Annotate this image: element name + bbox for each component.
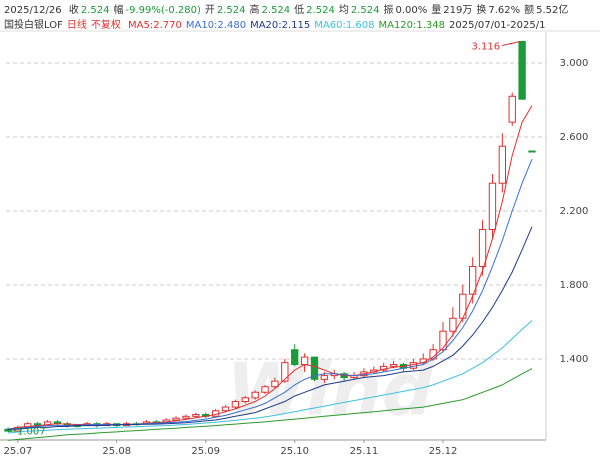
candle-body [251, 391, 259, 399]
quote-field: 振 0.00% [383, 5, 427, 16]
field-label: 额 [524, 5, 535, 16]
field-label: 量 [431, 5, 442, 16]
candle-body [241, 397, 249, 403]
field-label: 收 [68, 5, 79, 16]
x-tick-label: 25.10 [280, 446, 309, 457]
legend-entry: MA60:1.608 [314, 20, 375, 31]
watermark: Wind [227, 348, 435, 432]
quote-field: 收 2.524 [69, 5, 110, 16]
field-value: 2.524 [80, 5, 110, 16]
candle-body [439, 330, 447, 351]
min-pointer [7, 430, 17, 433]
candle-body [518, 40, 526, 100]
field-value: 2.524 [216, 5, 246, 16]
field-value: 2.524 [306, 5, 335, 16]
y-tick-label: 1.800 [560, 280, 589, 291]
field-value: 0.00% [395, 5, 428, 16]
field-label: 开 [204, 5, 215, 16]
field-value: 2.524 [350, 5, 380, 16]
legend-entry: MA120:1.348 [378, 20, 446, 31]
quote-field: 额 5.52亿 [524, 5, 568, 16]
ma-line [7, 368, 533, 441]
ma-line [7, 159, 533, 430]
legend-entry: MA5:2.770 [128, 20, 182, 31]
min-label: 1.007 [17, 427, 46, 438]
quote-field: 高 2.524 [250, 5, 291, 16]
x-tick-label: 25.08 [102, 446, 131, 457]
candle-body [300, 356, 309, 366]
candle-body [182, 415, 190, 419]
field-label: 换 [476, 5, 487, 16]
field-label: 均 [338, 5, 349, 16]
candle-body [231, 401, 240, 408]
x-tick-label: 25.09 [191, 446, 220, 457]
adjust: 不复权 [90, 20, 121, 31]
field-value: 2.524 [261, 5, 291, 16]
ma-line [7, 320, 533, 434]
candle-body [488, 182, 497, 230]
candle-body [192, 413, 200, 417]
x-tick-label: 25.07 [4, 446, 33, 457]
date: 2025/12/26 [4, 5, 62, 16]
quote-field: 均 2.524 [339, 5, 380, 16]
chart-legend: 国投白银LOF 日线 不复权 MA5:2.770 MA10:2.480 MA20:2.1… [4, 16, 549, 31]
candle-body [221, 406, 230, 412]
candle-body [320, 375, 329, 380]
candle-body [389, 364, 398, 367]
candle-body [409, 362, 418, 369]
candle-body [172, 417, 180, 421]
candle-body [291, 349, 299, 366]
period: 日线 [66, 20, 87, 31]
y-tick-label: 1.400 [560, 354, 589, 365]
candle-body [508, 95, 516, 123]
y-tick-label: 3.000 [560, 58, 589, 69]
candle-body [449, 317, 457, 332]
candle-body [498, 145, 507, 184]
quote-field: 换 7.62% [476, 5, 520, 16]
max-pointer [502, 41, 521, 46]
candle-body [459, 293, 467, 319]
candle-body [469, 265, 477, 295]
candle-body [281, 362, 289, 382]
max-label: 3.116 [471, 41, 500, 52]
field-label: 高 [249, 5, 260, 16]
field-value: 5.52亿 [536, 5, 569, 16]
quote-header: 2025/12/26 收 2.524 幅 -9.99%(-0.280) 开 2.524 高 2… [4, 1, 572, 16]
candle-body [478, 228, 487, 267]
y-tick-label: 2.600 [560, 132, 589, 143]
legend-entry: MA20:2.115 [250, 20, 311, 31]
quote-field: 低 2.524 [294, 5, 335, 16]
field-value: 7.62% [488, 5, 521, 16]
quote-field: 开 2.524 [205, 5, 246, 16]
quote-field: 量 219万 [431, 5, 472, 16]
field-label: 振 [383, 5, 394, 16]
field-label: 幅 [113, 5, 124, 16]
security-name: 国投白银LOF [4, 20, 63, 31]
y-tick-label: 2.200 [560, 206, 589, 217]
date-range: 2025/07/01-2025/1 [449, 20, 546, 31]
x-tick-label: 25.12 [429, 446, 458, 457]
ma-line [8, 226, 533, 430]
field-value: -9.99%(-0.280) [125, 5, 201, 16]
candle-body [271, 380, 279, 388]
field-value: 219万 [443, 5, 473, 16]
quote-field: 幅 -9.99%(-0.280) [113, 5, 200, 16]
candle-body [310, 356, 319, 380]
candle-body [261, 386, 269, 393]
field-label: 低 [294, 5, 305, 16]
x-tick-label: 25.11 [350, 446, 379, 457]
legend-entry: MA10:2.480 [185, 20, 247, 31]
candle-body [528, 150, 536, 153]
